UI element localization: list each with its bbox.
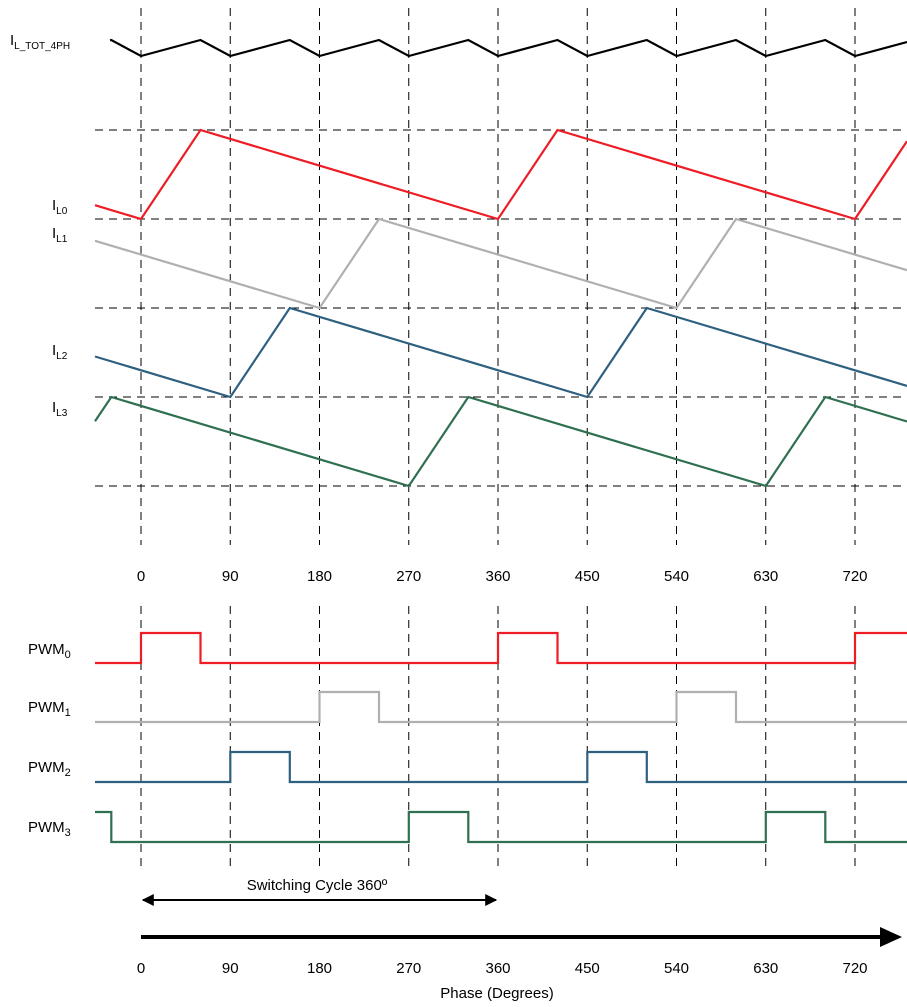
pwm3-waveform	[95, 810, 907, 844]
phase2-current-label: IL2	[52, 342, 68, 362]
phase3-current-waveform	[94, 395, 907, 488]
phase-tick-label: 180	[307, 568, 332, 585]
pwm3-label: PWM3	[28, 819, 71, 839]
pwm1-waveform	[95, 690, 907, 724]
pwm2-label: PWM2	[28, 759, 71, 779]
phase-tick-label: 630	[753, 960, 778, 977]
total-current-label: IL_TOT_4PH	[10, 32, 70, 52]
phase-tick-label: 360	[485, 960, 510, 977]
switching-cycle-label: Switching Cycle 360º	[247, 877, 388, 894]
total-current-waveform	[109, 38, 907, 58]
phase-tick-label: 90	[222, 568, 239, 585]
phase-tick-label: 270	[396, 568, 421, 585]
phase0-current-label: IL0	[52, 197, 68, 217]
phase1-current-label: IL1	[52, 225, 68, 245]
pwm0-waveform	[95, 631, 907, 665]
phase-tick-label: 0	[137, 960, 145, 977]
phase-tick-label: 540	[664, 568, 689, 585]
pwm0-label: PWM0	[28, 641, 71, 661]
phase-tick-label: 270	[396, 960, 421, 977]
phase-tick-label: 450	[575, 960, 600, 977]
phase-tick-label: 180	[307, 960, 332, 977]
phase-gridlines	[140, 8, 856, 870]
phase0-current-waveform	[94, 128, 907, 221]
phase-tick-label: 90	[222, 960, 239, 977]
phase-tick-label: 630	[753, 568, 778, 585]
phase-axis-arrowhead	[880, 927, 902, 947]
phase-tick-label: 720	[842, 568, 867, 585]
pwm1-label: PWM1	[28, 699, 71, 719]
phase-tick-label: 540	[664, 960, 689, 977]
phase1-current-waveform	[94, 217, 907, 310]
phase-tick-label: 720	[842, 960, 867, 977]
phase-tick-label: 450	[575, 568, 600, 585]
phase-axis-label: Phase (Degrees)	[440, 985, 553, 1002]
phase2-current-waveform	[94, 306, 907, 399]
current-level-gridlines	[95, 129, 907, 487]
phase-tick-label: 360	[485, 568, 510, 585]
phase-tick-label: 0	[137, 568, 145, 585]
pwm2-waveform	[95, 750, 907, 784]
phase-tick-labels-bottom: 0 90 180 270 360 450 540 630 720	[137, 960, 868, 977]
phase-tick-labels-top: 0 90 180 270 360 450 540 630 720	[137, 568, 868, 585]
phase3-current-label: IL3	[52, 399, 68, 419]
